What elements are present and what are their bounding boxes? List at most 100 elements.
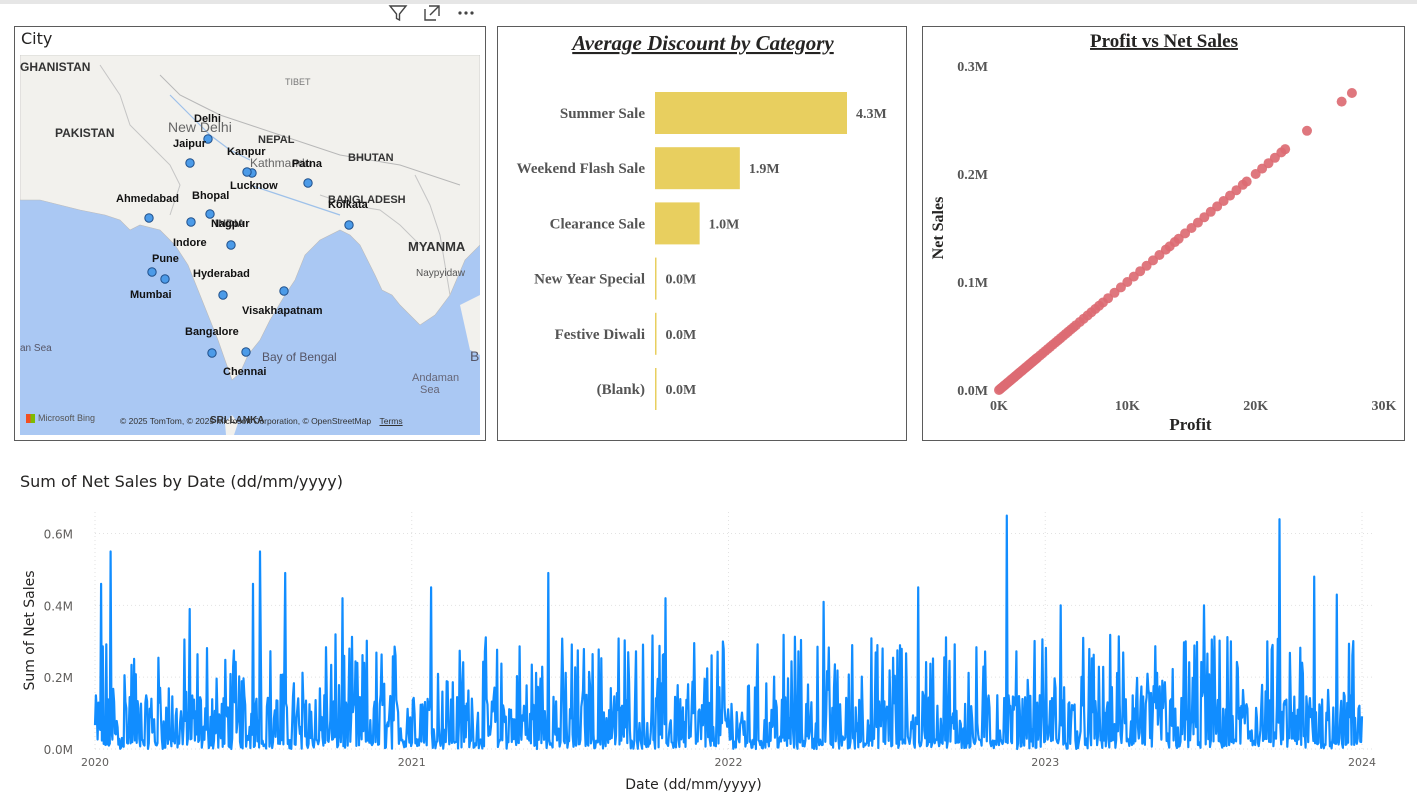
city-label: Nagpur — [211, 218, 250, 230]
city-label: Jaipur — [173, 138, 207, 150]
city-marker[interactable] — [242, 167, 252, 177]
profit-vs-net-sales-scatter[interactable]: Profit vs Net Sales 0.0M 0.1M 0.2M 0.3M 0K 10… — [922, 26, 1405, 441]
map-region-label: Kathmandu — [250, 156, 311, 170]
city-marker[interactable] — [207, 348, 217, 358]
city-marker[interactable] — [344, 220, 354, 230]
bar-value-label: 0.0M — [666, 383, 697, 398]
city-marker[interactable] — [205, 209, 215, 219]
scatter-y-tick: 0.3M — [957, 60, 988, 75]
city-label: Pune — [152, 253, 179, 265]
bar-value-label: 0.0M — [666, 273, 697, 288]
line-y-tick: 0.2M — [44, 671, 73, 685]
line-x-label: Date (dd/mm/yyyy) — [625, 777, 761, 792]
net-sales-series-line — [93, 514, 1364, 751]
city-label: Kolkata — [328, 199, 369, 211]
bar[interactable] — [655, 92, 847, 134]
city-marker[interactable] — [160, 274, 170, 284]
city-marker[interactable] — [203, 134, 213, 144]
city-label: Chennai — [223, 366, 266, 378]
city-label: Kanpur — [227, 146, 266, 158]
line-x-tick: 2023 — [1031, 756, 1059, 769]
map-region-label: Sea — [420, 384, 440, 396]
line-x-tick: 2024 — [1348, 756, 1376, 769]
scatter-point[interactable] — [1280, 144, 1291, 155]
line-x-tick: 2022 — [715, 756, 743, 769]
terms-link[interactable]: Terms — [379, 416, 403, 426]
map-region-label: an Sea — [20, 343, 52, 354]
map-title: City — [21, 29, 53, 48]
map-region-label: GHANISTAN — [20, 60, 90, 74]
bar-category-label: (Blank) — [597, 382, 645, 398]
scatter-y-label: Net Sales — [930, 197, 947, 260]
more-options-icon[interactable] — [454, 2, 478, 24]
city-label: Hyderabad — [193, 268, 250, 280]
city-label: Bhopal — [192, 190, 229, 202]
city-marker[interactable] — [241, 347, 251, 357]
city-marker[interactable] — [185, 158, 195, 168]
map-region-label: Naypyidaw — [416, 268, 466, 279]
visual-toolbar — [386, 2, 478, 24]
map-canvas[interactable]: GHANISTAN PAKISTAN TIBET NEPAL BHUTAN BANGLAD… — [20, 55, 480, 435]
bar[interactable] — [655, 147, 740, 190]
map-region-label: BANGLADESH — [328, 194, 406, 206]
city-marker[interactable] — [303, 178, 313, 188]
map-region-label: TIBET — [285, 77, 311, 87]
bar-category-label: Clearance Sale — [550, 216, 646, 232]
avg-discount-bar-chart[interactable]: Average Discount by Category Summer Sale… — [497, 26, 907, 441]
focus-mode-icon[interactable] — [420, 2, 444, 24]
line-y-tick: 0.4M — [44, 599, 73, 613]
map-region-label: SRI LANKA — [210, 415, 264, 426]
map-region-label: BHUTAN — [348, 152, 394, 164]
map-attribution: © 2025 TomTom, © 2025 Microsoft Corporat… — [120, 416, 403, 426]
scatter-point[interactable] — [1336, 96, 1347, 107]
city-label: Bangalore — [185, 326, 239, 338]
scatter-x-label: Profit — [1169, 415, 1212, 434]
scatter-title: Profit vs Net Sales — [1090, 31, 1238, 52]
line-x-tick: 2021 — [398, 756, 426, 769]
bar[interactable] — [655, 202, 700, 245]
bar[interactable] — [655, 257, 657, 300]
city-map-visual[interactable]: City GHANISTAN PAKISTAN TIBET NEPAL BHUTAN BA… — [14, 26, 486, 441]
scatter-point[interactable] — [1241, 176, 1252, 187]
bar-category-label: Summer Sale — [560, 106, 645, 122]
city-marker[interactable] — [218, 290, 228, 300]
bar-value-label: 0.0M — [666, 328, 697, 343]
bar-category-label: Weekend Flash Sale — [517, 161, 646, 177]
city-marker[interactable] — [226, 240, 236, 250]
scatter-point[interactable] — [1346, 88, 1357, 98]
city-marker[interactable] — [147, 267, 157, 277]
city-label: Mumbai — [130, 289, 172, 301]
city-marker[interactable] — [144, 213, 154, 223]
map-region-label: New Delhi — [168, 119, 232, 135]
line-y-tick: 0.6M — [44, 528, 73, 542]
scatter-x-tick: 20K — [1243, 399, 1268, 414]
city-label: Patna — [292, 158, 323, 170]
bar-chart-title: Average Discount by Category — [570, 31, 834, 55]
bar[interactable] — [655, 312, 657, 355]
filter-icon[interactable] — [386, 2, 410, 24]
city-marker[interactable] — [186, 217, 196, 227]
bar-value-label: 4.3M — [856, 107, 887, 122]
line-y-tick: 0.0M — [44, 743, 73, 757]
map-region-label: Andaman — [412, 372, 459, 384]
scatter-y-tick: 0.2M — [957, 168, 988, 183]
city-label: Lucknow — [230, 180, 278, 192]
city-marker[interactable] — [279, 286, 289, 296]
net-sales-by-date-line-chart[interactable]: 0.0M 0.2M 0.4M 0.6M 2020 2021 2022 2023 2024 Date… — [0, 500, 1417, 792]
bar[interactable] — [655, 368, 657, 410]
scatter-point[interactable] — [1302, 125, 1312, 136]
line-y-label: Sum of Net Sales — [22, 570, 38, 690]
bar-category-label: Festive Diwali — [555, 327, 645, 343]
map-region-label: PAKISTAN — [55, 126, 115, 140]
scatter-y-tick: 0.1M — [957, 276, 988, 291]
line-chart-title: Sum of Net Sales by Date (dd/mm/yyyy) — [20, 472, 343, 491]
bar-value-label: 1.0M — [709, 217, 740, 232]
scatter-x-tick: 30K — [1372, 399, 1397, 414]
city-label: Visakhapatnam — [242, 305, 323, 317]
scatter-y-tick: 0.0M — [957, 384, 988, 399]
map-region-label: B — [470, 348, 479, 364]
top-border — [0, 0, 1417, 4]
bing-logo: Microsoft Bing — [26, 413, 95, 423]
map-region-label: NEPAL — [258, 134, 295, 146]
bar-value-label: 1.9M — [749, 162, 780, 177]
